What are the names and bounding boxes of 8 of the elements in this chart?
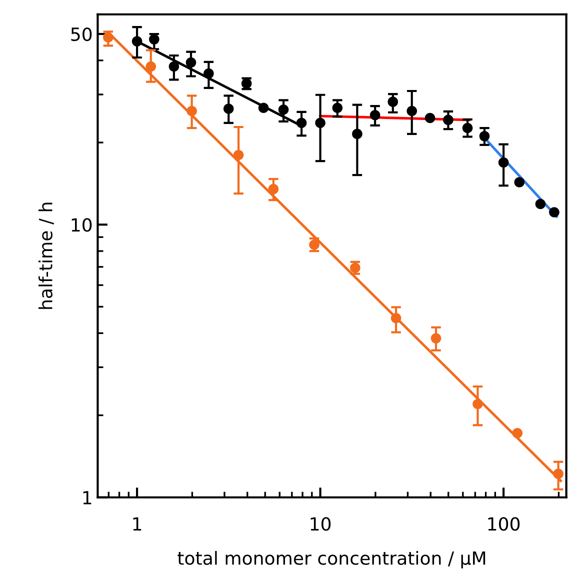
y-tick-label: 10: [72, 218, 92, 232]
x-axis-title: total monomer concentration / μM: [178, 550, 486, 568]
y-tick-label: 50: [71, 27, 92, 42]
y-axis-title: half-time / h: [38, 202, 54, 309]
x-tick-label: 1: [133, 517, 142, 531]
x-tick-label: 10: [310, 517, 331, 531]
x-tick-label: 100: [488, 517, 520, 531]
y-tick-label: 1: [83, 491, 92, 504]
